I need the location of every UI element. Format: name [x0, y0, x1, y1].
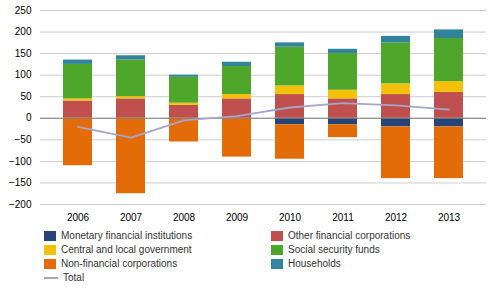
svg-text:−150: −150 — [9, 177, 32, 188]
svg-text:150: 150 — [15, 48, 32, 59]
svg-text:2013: 2013 — [438, 212, 461, 223]
svg-text:2008: 2008 — [173, 212, 196, 223]
svg-text:2006: 2006 — [67, 212, 90, 223]
svg-text:−200: −200 — [9, 199, 32, 210]
svg-text:2009: 2009 — [226, 212, 249, 223]
svg-text:50: 50 — [20, 91, 32, 102]
svg-text:−50: −50 — [15, 134, 32, 145]
html-text:Social security funds: Social security funds — [288, 244, 380, 255]
svg-text:200: 200 — [15, 26, 32, 37]
html-text:Other financial corporations: Other financial corporations — [288, 230, 411, 241]
svg-text:2010: 2010 — [279, 212, 302, 223]
html-text:Non-financial corporations: Non-financial corporations — [61, 258, 178, 269]
html-text:Monetary financial institution: Monetary financial institutions — [61, 230, 193, 241]
svg-text:250: 250 — [15, 5, 32, 16]
html-text:Total: Total — [63, 272, 85, 283]
svg-text:100: 100 — [15, 69, 32, 80]
html-text:Central and local government: Central and local government — [61, 244, 192, 255]
html-text:Households: Households — [288, 258, 341, 269]
svg-text:2012: 2012 — [385, 212, 408, 223]
svg-text:−100: −100 — [9, 156, 32, 167]
svg-text:2007: 2007 — [120, 212, 143, 223]
svg-text:0: 0 — [26, 112, 32, 123]
svg-text:2011: 2011 — [332, 212, 354, 223]
